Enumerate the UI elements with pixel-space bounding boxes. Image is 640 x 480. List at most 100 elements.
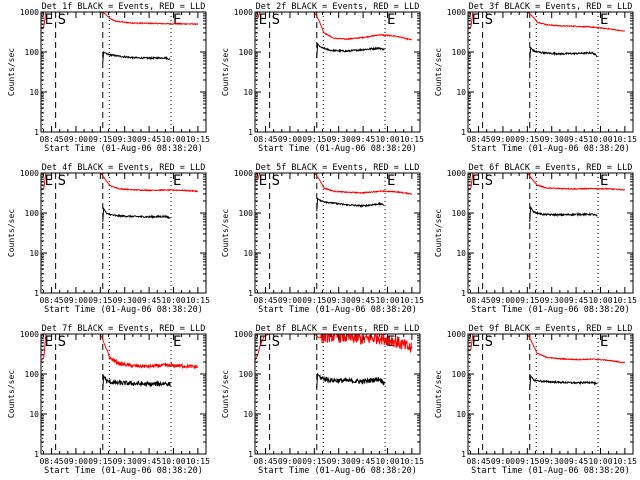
lld-series-line <box>41 12 199 29</box>
lld-series-line <box>468 334 626 364</box>
lld-series-line <box>255 12 412 41</box>
x-tick-label: 10:00 <box>588 135 612 144</box>
panel-title: Det 9f BLACK = Events, RED = LLD <box>469 324 633 334</box>
x-tick-label: 10:15 <box>400 296 424 305</box>
y-tick-label: 10 <box>456 88 466 97</box>
x-tick-label: 10:00 <box>375 457 399 466</box>
y-tick-label: 1 <box>34 289 39 298</box>
x-tick-label: 09:15 <box>515 135 539 144</box>
events-series-line <box>529 205 598 222</box>
y-axis-label: Counts/sec <box>434 48 443 96</box>
events-series-line <box>316 197 385 212</box>
x-tick-label: 09:45 <box>351 457 375 466</box>
x-tick-label: 09:00 <box>491 135 515 144</box>
x-tick-label: 09:15 <box>88 457 112 466</box>
events-series-line <box>529 374 598 390</box>
plot-frame <box>467 172 634 294</box>
marker-label-S: S <box>485 12 493 28</box>
x-tick-label: 09:30 <box>540 296 564 305</box>
marker-label-E: E <box>600 334 608 350</box>
events-series-line <box>316 42 385 59</box>
y-tick-label: 1000 <box>20 8 39 17</box>
x-tick-label: 09:00 <box>491 296 515 305</box>
x-tick-label: 10:15 <box>186 135 210 144</box>
y-tick-label: 100 <box>25 370 40 379</box>
x-tick-label: 08:45 <box>254 296 278 305</box>
x-tick-label: 10:00 <box>588 296 612 305</box>
marker-label-S: S <box>58 173 66 189</box>
y-tick-label: 10 <box>456 249 466 258</box>
plot-frame <box>467 11 634 133</box>
y-axis-label: Counts/sec <box>221 209 230 257</box>
y-axis-label: Counts/sec <box>221 370 230 418</box>
x-axis-label: Start Time (01-Aug-06 08:38:20) <box>258 144 417 154</box>
marker-label-E: E <box>173 12 181 28</box>
lld-series-line <box>468 173 626 191</box>
y-tick-label: 1000 <box>234 169 253 178</box>
x-tick-label: 08:45 <box>254 135 278 144</box>
y-tick-label: 1000 <box>234 330 253 339</box>
y-tick-label: 1 <box>461 128 466 137</box>
marker-label-S: S <box>272 173 280 189</box>
marker-label-S: S <box>58 334 66 350</box>
marker-label-E: E <box>387 12 395 28</box>
y-tick-label: 10 <box>456 410 466 419</box>
marker-label-E: E <box>600 12 608 28</box>
x-tick-label: 09:30 <box>113 296 137 305</box>
x-tick-label: 09:45 <box>564 296 588 305</box>
x-tick-label: 09:30 <box>327 457 351 466</box>
panel-title: Det 1f BLACK = Events, RED = LLD <box>42 2 206 12</box>
y-axis-label: Counts/sec <box>7 48 16 96</box>
x-tick-label: 10:00 <box>375 135 399 144</box>
plot-frame <box>254 172 421 294</box>
panel-title: Det 7f BLACK = Events, RED = LLD <box>42 324 206 334</box>
lld-series-line <box>468 12 626 32</box>
x-axis-label: Start Time (01-Aug-06 08:38:20) <box>258 466 417 476</box>
x-tick-label: 09:15 <box>302 296 326 305</box>
y-axis-label: Counts/sec <box>221 48 230 96</box>
y-axis-label: Counts/sec <box>434 209 443 257</box>
marker-label-S: S <box>485 173 493 189</box>
x-axis-label: Start Time (01-Aug-06 08:38:20) <box>44 144 203 154</box>
y-tick-label: 1000 <box>234 8 253 17</box>
y-tick-label: 10 <box>29 249 39 258</box>
panel-title: Det 5f BLACK = Events, RED = LLD <box>256 163 420 173</box>
x-tick-label: 09:15 <box>515 296 539 305</box>
marker-label-S: S <box>58 12 66 28</box>
x-tick-label: 09:15 <box>302 135 326 144</box>
x-axis-label: Start Time (01-Aug-06 08:38:20) <box>258 305 417 315</box>
x-tick-label: 09:00 <box>491 457 515 466</box>
panel-title: Det 8f BLACK = Events, RED = LLD <box>256 324 420 334</box>
events-series-line <box>102 51 171 63</box>
x-axis-label: Start Time (01-Aug-06 08:38:20) <box>471 466 630 476</box>
plot-frame <box>40 172 207 294</box>
x-tick-label: 09:15 <box>88 296 112 305</box>
marker-label-E: E <box>45 173 53 189</box>
panel-title: Det 4f BLACK = Events, RED = LLD <box>42 163 206 173</box>
x-tick-label: 10:00 <box>588 457 612 466</box>
marker-label-S: S <box>272 334 280 350</box>
x-tick-label: 09:00 <box>278 135 302 144</box>
y-tick-label: 10 <box>243 249 253 258</box>
x-tick-label: 09:15 <box>302 457 326 466</box>
x-tick-label: 10:15 <box>186 457 210 466</box>
y-tick-label: 100 <box>452 370 467 379</box>
x-tick-label: 09:45 <box>351 296 375 305</box>
marker-label-E: E <box>472 334 480 350</box>
x-tick-label: 10:00 <box>161 135 185 144</box>
y-tick-label: 10 <box>243 410 253 419</box>
x-tick-label: 10:15 <box>400 457 424 466</box>
y-tick-label: 10 <box>243 88 253 97</box>
x-tick-label: 09:30 <box>113 135 137 144</box>
y-tick-label: 1000 <box>447 169 466 178</box>
plot-frame <box>40 333 207 455</box>
plot-frame <box>467 333 634 455</box>
y-axis-label: Counts/sec <box>7 209 16 257</box>
